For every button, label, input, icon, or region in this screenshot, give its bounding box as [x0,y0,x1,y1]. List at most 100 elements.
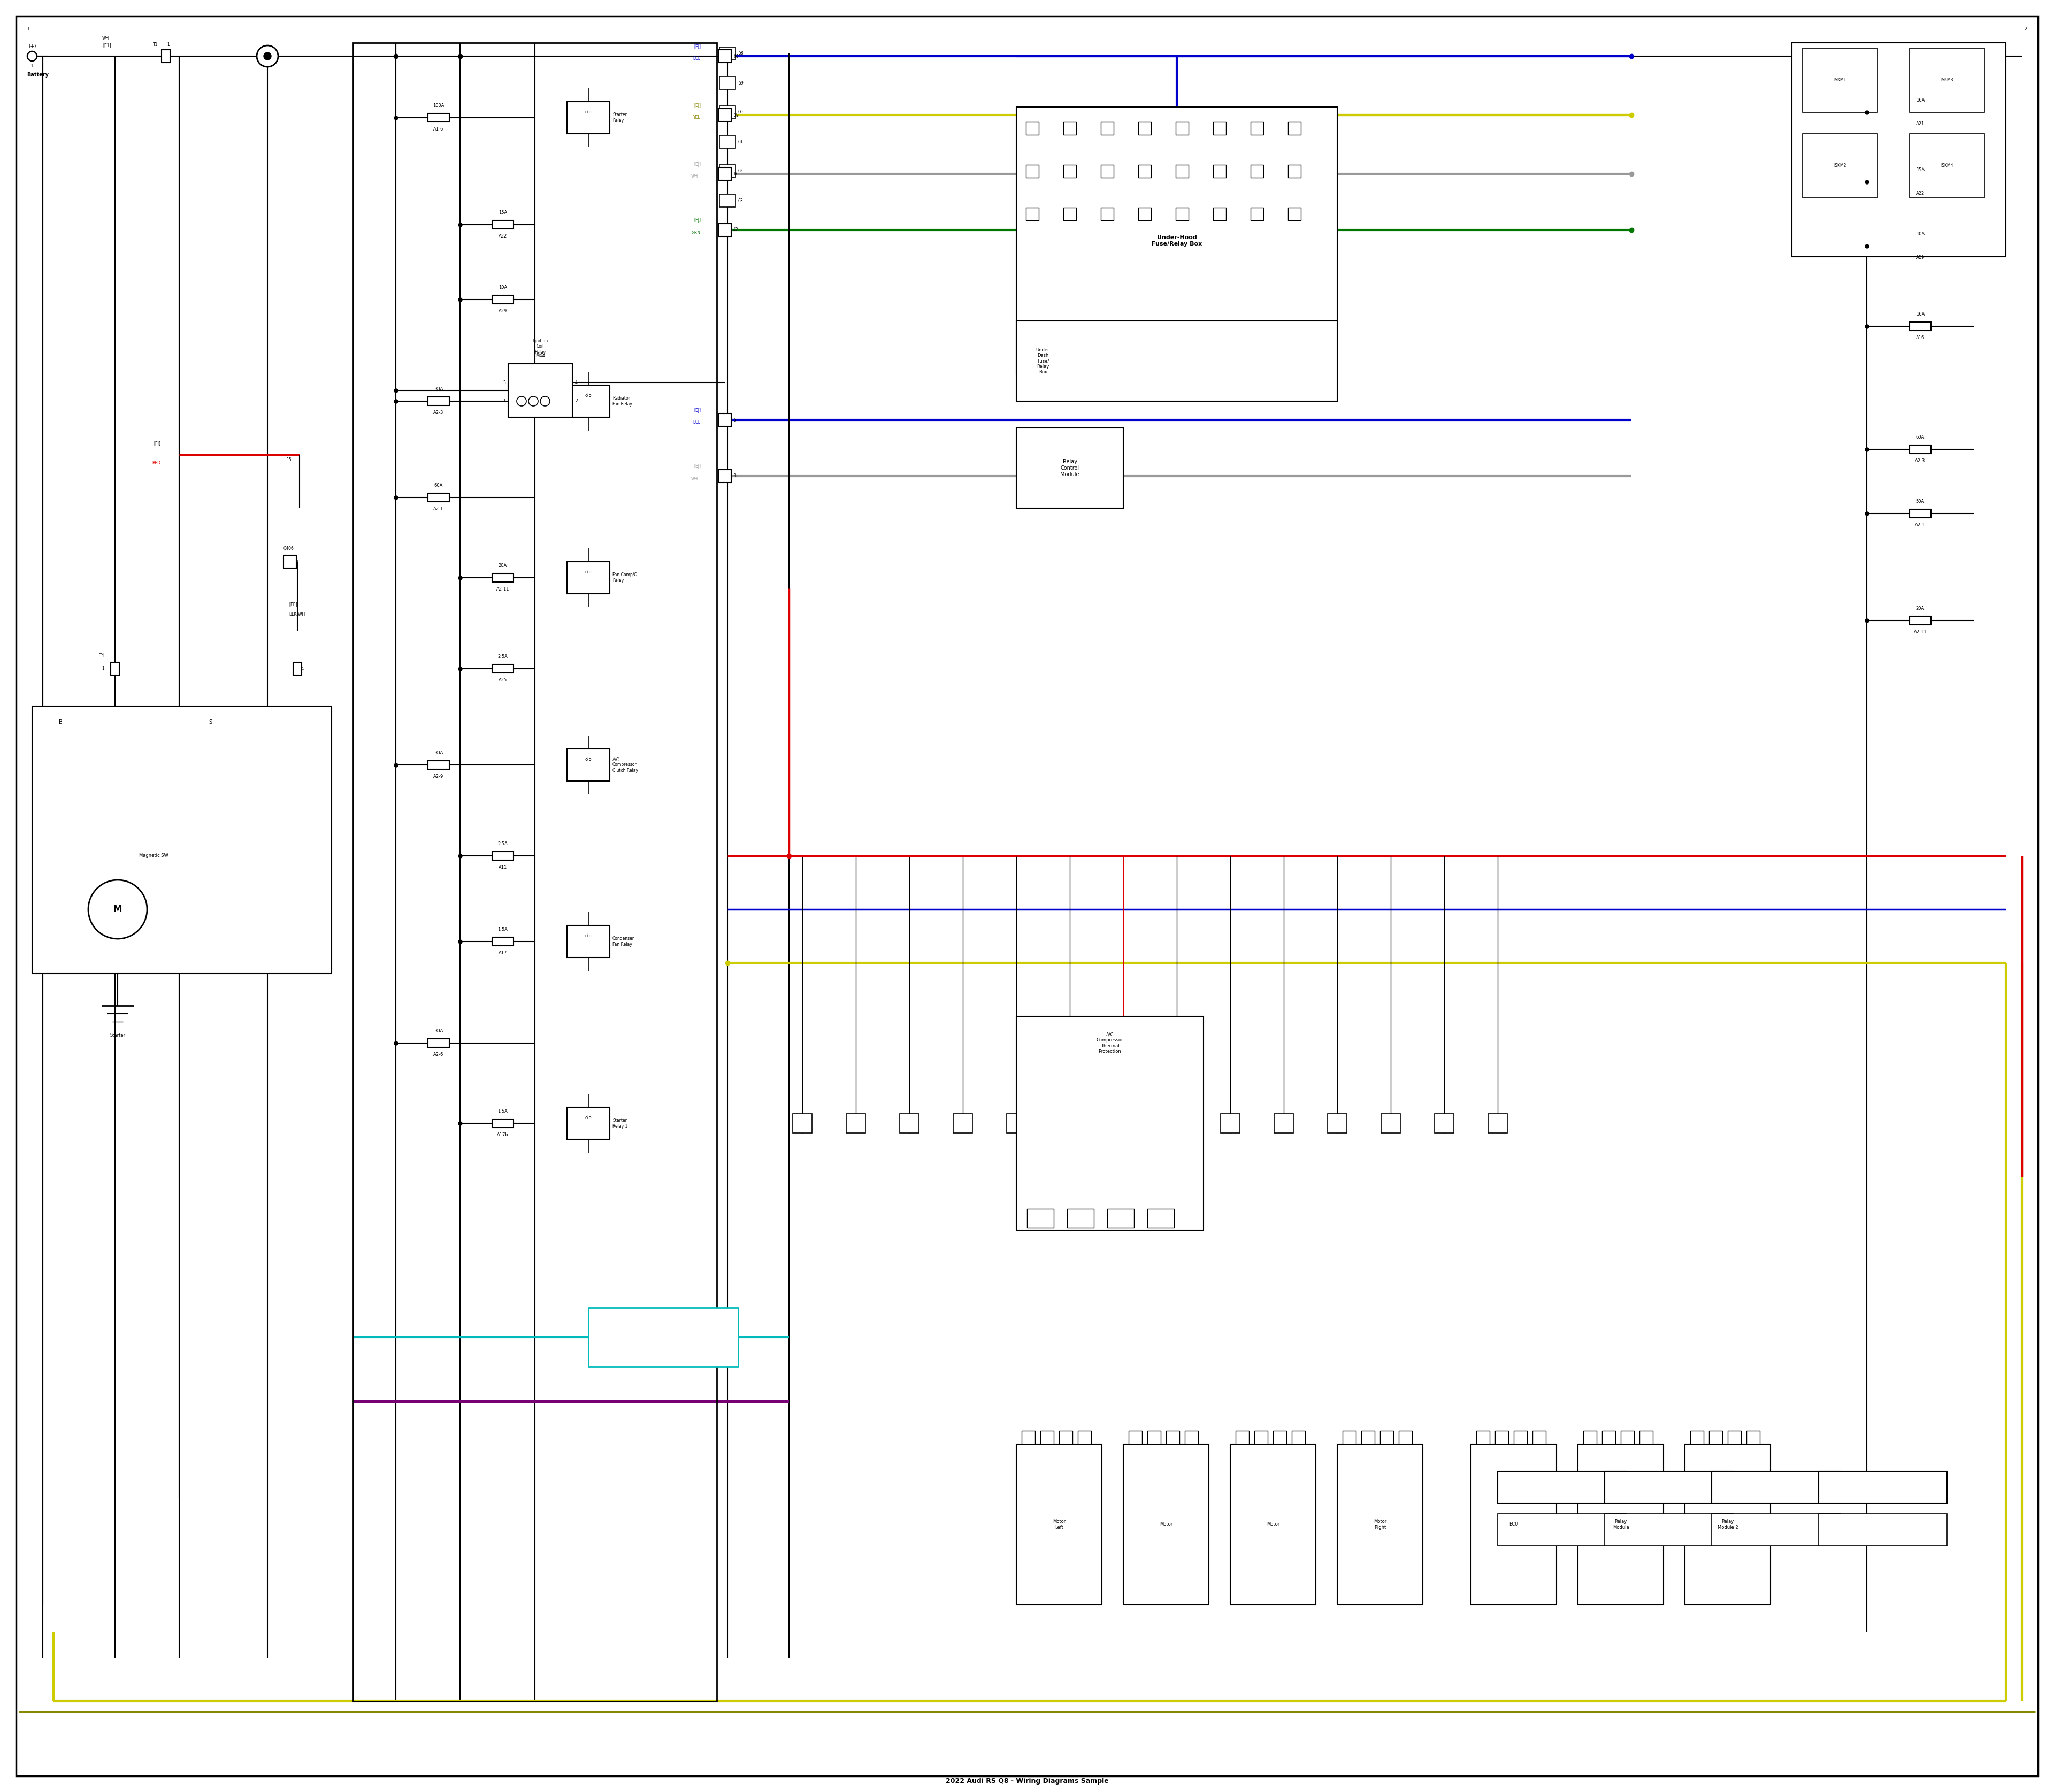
Text: olo: olo [585,934,592,939]
Text: olo: olo [585,570,592,575]
Bar [1711,1471,1840,1503]
Bar [1327,1113,1347,1133]
Text: 2.5A: 2.5A [497,654,507,659]
Bar [1621,1432,1635,1444]
Text: [EJ]: [EJ] [694,45,700,48]
Text: A17b: A17b [497,1133,509,1138]
Bar [953,1113,972,1133]
Text: [EJ]: [EJ] [694,409,700,412]
Text: Relay
Control
Module: Relay Control Module [1060,459,1078,477]
Bar [1138,122,1150,134]
Bar [1343,1432,1356,1444]
Text: A2-1: A2-1 [433,507,444,513]
Bar [493,1118,514,1127]
Bar [1017,321,1337,401]
Text: [EJ]: [EJ] [694,102,700,108]
Text: A2-3: A2-3 [1914,459,1925,464]
Bar [1639,1432,1653,1444]
Text: Relay
Module: Relay Module [1612,1520,1629,1530]
Bar [1185,1432,1197,1444]
Bar [1251,122,1263,134]
Text: A17: A17 [499,952,507,955]
Text: olo: olo [585,758,592,762]
Text: ISKM2: ISKM2 [1834,163,1847,168]
Text: 1: 1 [302,667,304,670]
Text: 60: 60 [737,109,744,115]
Text: 68: 68 [733,54,739,59]
Text: 16A: 16A [1916,99,1925,102]
Text: 2.5A: 2.5A [497,842,507,846]
Bar [1025,208,1039,220]
Text: 66: 66 [733,172,739,176]
Bar [1337,1444,1423,1606]
Text: Starter
Relay 1: Starter Relay 1 [612,1118,629,1129]
Bar [567,749,610,781]
Bar [587,1308,737,1367]
Bar [1078,1432,1091,1444]
Bar [1017,428,1124,509]
Bar [1064,122,1076,134]
Text: 2: 2 [575,400,577,403]
Text: A22: A22 [1916,192,1925,195]
Text: [EE]: [EE] [290,602,298,607]
Text: A21: A21 [1916,122,1925,127]
Text: RED: RED [152,461,160,466]
Bar [1068,1210,1095,1228]
Bar [1175,165,1189,177]
Bar [846,1113,865,1133]
Text: 2022 Audi RS Q8 - Wiring Diagrams Sample: 2022 Audi RS Q8 - Wiring Diagrams Sample [945,1778,1109,1785]
Bar [1497,1471,1627,1503]
Bar [353,43,717,1701]
Text: A29: A29 [1916,256,1925,260]
Bar [1288,122,1300,134]
Bar [427,396,450,405]
Text: A1-6: A1-6 [433,127,444,133]
Text: A2-9: A2-9 [433,774,444,780]
Bar [1577,1444,1664,1606]
Bar [1434,1113,1454,1133]
Text: Motor: Motor [1267,1521,1280,1527]
Text: Radiator
Fan Relay: Radiator Fan Relay [612,396,633,407]
Bar [427,113,450,122]
Bar [567,1107,610,1140]
Text: A2-11: A2-11 [497,588,509,591]
Bar [1025,165,1039,177]
Bar [567,925,610,957]
Bar [1709,1432,1723,1444]
Bar [1362,1432,1374,1444]
Bar [1237,1432,1249,1444]
Bar [1101,122,1113,134]
Bar [1251,165,1263,177]
Bar [1910,134,1984,197]
Text: 1: 1 [31,63,33,68]
Bar [1910,616,1931,625]
Text: ISKM4: ISKM4 [1941,163,1953,168]
Bar [1101,165,1113,177]
Bar [1910,48,1984,113]
Bar [1064,165,1076,177]
Bar [1910,242,1931,251]
Text: 59: 59 [733,113,739,118]
Text: 15A: 15A [499,210,507,215]
Text: BLU: BLU [692,56,700,61]
Bar [1471,1444,1557,1606]
Text: 3: 3 [503,380,505,385]
Text: WHT: WHT [690,477,700,482]
Text: A/C
Compressor
Clutch Relay: A/C Compressor Clutch Relay [612,756,639,772]
Text: Fan Comp/O
Relay: Fan Comp/O Relay [612,572,637,582]
Text: 62: 62 [737,168,744,174]
Bar [1690,1432,1703,1444]
Text: BLK/WHT: BLK/WHT [290,611,308,616]
Bar [1602,1432,1614,1444]
Bar [1910,509,1931,518]
Bar [1017,1016,1204,1231]
Bar [719,47,735,59]
Bar [1711,1514,1840,1546]
Text: A22: A22 [499,235,507,238]
Bar [1113,1113,1134,1133]
Bar [1124,1444,1210,1606]
Bar [1220,1113,1241,1133]
Bar [1064,208,1076,220]
Bar [567,385,610,418]
Bar [1604,1471,1734,1503]
